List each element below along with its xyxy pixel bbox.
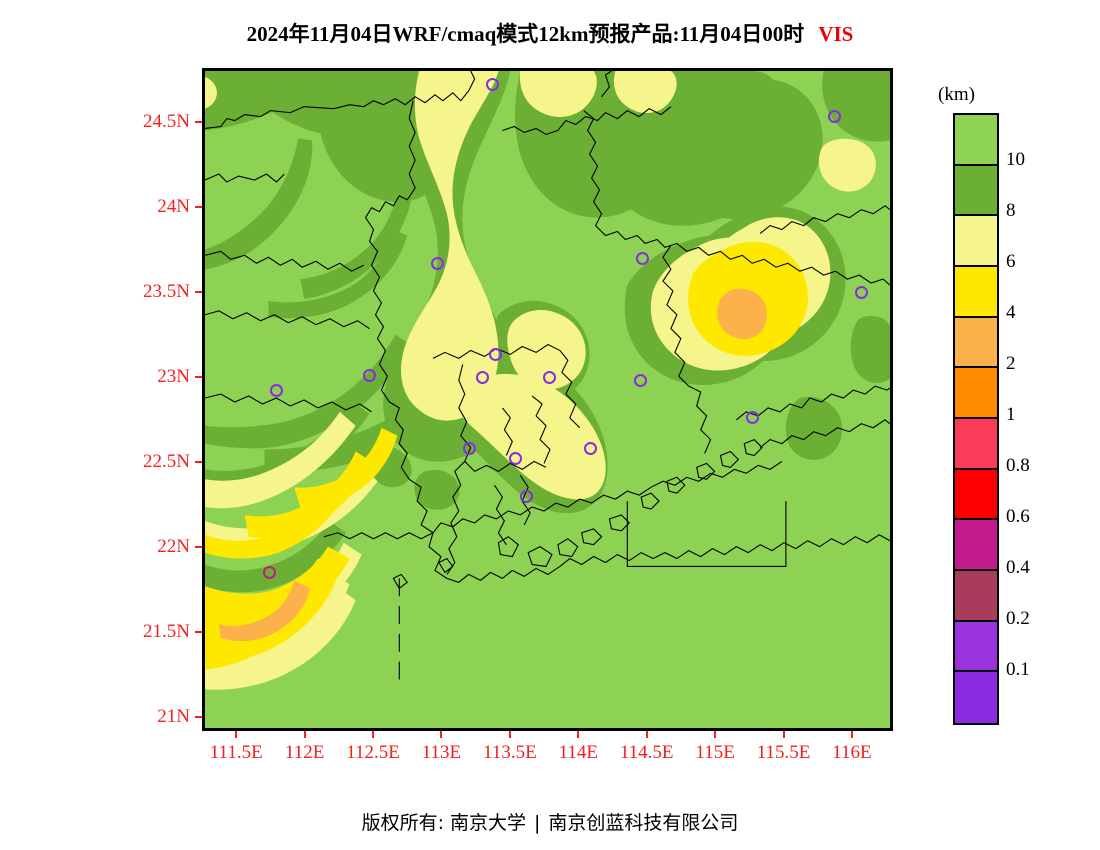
station-marker[interactable] bbox=[584, 441, 598, 455]
longitude-tick bbox=[645, 731, 648, 738]
colorbar-band[interactable] bbox=[955, 520, 997, 571]
station-marker[interactable] bbox=[262, 566, 276, 579]
longitude-label: 112.5E bbox=[346, 742, 400, 763]
longitude-tick bbox=[303, 731, 306, 738]
station-marker[interactable] bbox=[745, 411, 759, 425]
colorbar-tick-label: 6 bbox=[1006, 251, 1016, 272]
latitude-tick bbox=[195, 206, 202, 209]
footer-copyright: 版权所有: 南京大学 | 南京创蓝科技有限公司 bbox=[0, 808, 1100, 835]
map-plot-area[interactable] bbox=[202, 68, 893, 731]
contour-band-2-4 bbox=[218, 288, 768, 642]
longitude-tick bbox=[508, 731, 511, 738]
latitude-tick bbox=[195, 291, 202, 294]
latitude-label: 23.5N bbox=[143, 281, 190, 303]
latitude-label: 21N bbox=[157, 706, 190, 728]
colorbar-band[interactable] bbox=[955, 570, 997, 622]
station-marker[interactable] bbox=[636, 251, 650, 265]
longitude-tick bbox=[714, 731, 717, 738]
colorbar-tick-label: 0.8 bbox=[1006, 455, 1030, 476]
station-marker[interactable] bbox=[476, 370, 490, 384]
colorbar-band[interactable] bbox=[955, 266, 997, 318]
station-marker[interactable] bbox=[269, 384, 283, 398]
longitude-label: 111.5E bbox=[209, 742, 263, 763]
station-marker[interactable] bbox=[827, 110, 841, 124]
latitude-tick bbox=[195, 121, 202, 124]
page-title: 2024年11月04日WRF/cmaq模式12km预报产品:11月04日00时 V… bbox=[0, 18, 1100, 48]
station-marker[interactable] bbox=[462, 441, 476, 455]
latitude-label: 22.5N bbox=[143, 451, 190, 473]
colorbar-tick-label: 2 bbox=[1006, 353, 1016, 374]
latitude-label: 23N bbox=[157, 366, 190, 388]
station-marker[interactable] bbox=[543, 370, 557, 384]
latitude-label: 21.5N bbox=[143, 621, 190, 643]
title-variable-label: VIS bbox=[818, 22, 854, 46]
company-name: 南京创蓝科技有限公司 bbox=[548, 812, 739, 834]
longitude-label: 114E bbox=[558, 742, 598, 763]
footer-separator: | bbox=[534, 812, 541, 834]
longitude-label: 113E bbox=[421, 742, 462, 763]
copyright-owner: 版权所有: 南京大学 bbox=[361, 812, 527, 834]
colorbar-band[interactable] bbox=[955, 621, 997, 673]
station-marker[interactable] bbox=[485, 78, 499, 92]
station-marker[interactable] bbox=[362, 368, 376, 382]
latitude-tick bbox=[195, 376, 202, 379]
longitude-label: 113.5E bbox=[483, 742, 537, 763]
latitude-tick bbox=[195, 716, 202, 719]
administrative-boundaries bbox=[205, 71, 890, 680]
longitude-tick bbox=[372, 731, 375, 738]
longitude-tick bbox=[235, 731, 238, 738]
latitude-label: 24N bbox=[157, 196, 190, 218]
station-marker[interactable] bbox=[509, 452, 523, 466]
station-marker[interactable] bbox=[633, 373, 647, 387]
latitude-tick bbox=[195, 546, 202, 549]
colorbar-band[interactable] bbox=[955, 165, 997, 217]
longitude-tick bbox=[850, 731, 853, 738]
colorbar-tick-label: 10 bbox=[1006, 149, 1025, 170]
station-marker[interactable] bbox=[431, 256, 445, 270]
colorbar-band[interactable] bbox=[955, 216, 997, 267]
longitude-label: 115.5E bbox=[756, 742, 811, 763]
latitude-label: 24.5N bbox=[143, 111, 190, 133]
colorbar-tick-label: 0.4 bbox=[1006, 557, 1030, 578]
colorbar-tick-label: 0.2 bbox=[1006, 608, 1030, 629]
colorbar-tick-label: 1 bbox=[1006, 404, 1016, 425]
colorbar-band[interactable] bbox=[955, 469, 997, 521]
longitude-tick bbox=[782, 731, 785, 738]
colorbar-band[interactable] bbox=[955, 115, 997, 166]
latitude-tick bbox=[195, 461, 202, 464]
colorbar-tick-label: 0.6 bbox=[1006, 506, 1030, 527]
colorbar-tick-label: 0.1 bbox=[1006, 659, 1030, 680]
station-marker[interactable] bbox=[520, 489, 534, 503]
longitude-label: 112E bbox=[284, 742, 325, 763]
visibility-contour-map bbox=[205, 71, 890, 728]
longitude-label: 116E bbox=[832, 742, 872, 763]
station-marker-layer[interactable] bbox=[205, 71, 890, 728]
colorbar-band[interactable] bbox=[955, 418, 997, 470]
station-marker[interactable] bbox=[855, 285, 869, 299]
colorbar[interactable] bbox=[953, 113, 999, 725]
colorbar-band[interactable] bbox=[955, 672, 997, 723]
title-main-text: 2024年11月04日WRF/cmaq模式12km预报产品:11月04日00时 bbox=[246, 22, 805, 46]
latitude-label: 22N bbox=[157, 536, 190, 558]
longitude-tick bbox=[577, 731, 580, 738]
longitude-label: 114.5E bbox=[619, 742, 674, 763]
latitude-tick bbox=[195, 631, 202, 634]
station-marker[interactable] bbox=[488, 348, 502, 362]
longitude-label: 115E bbox=[695, 742, 735, 763]
colorbar-tick-label: 8 bbox=[1006, 200, 1016, 221]
colorbar-band[interactable] bbox=[955, 368, 997, 419]
colorbar-unit-label: (km) bbox=[938, 84, 975, 105]
colorbar-band[interactable] bbox=[955, 317, 997, 369]
longitude-tick bbox=[440, 731, 443, 738]
colorbar-tick-label: 4 bbox=[1006, 302, 1016, 323]
